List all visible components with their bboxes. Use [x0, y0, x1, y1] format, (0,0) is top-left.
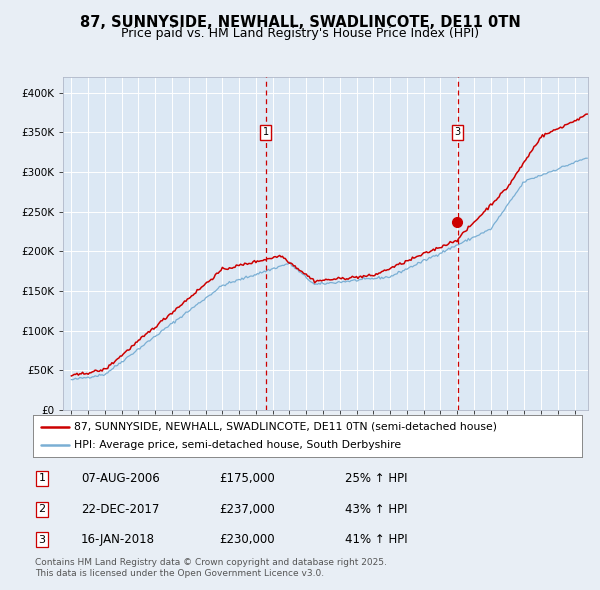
Text: £230,000: £230,000	[219, 533, 275, 546]
Text: 41% ↑ HPI: 41% ↑ HPI	[345, 533, 407, 546]
Text: £175,000: £175,000	[219, 472, 275, 485]
Text: 3: 3	[38, 535, 46, 545]
Text: 16-JAN-2018: 16-JAN-2018	[81, 533, 155, 546]
Text: 22-DEC-2017: 22-DEC-2017	[81, 503, 160, 516]
Text: 1: 1	[38, 474, 46, 483]
Text: 2: 2	[38, 504, 46, 514]
Text: 87, SUNNYSIDE, NEWHALL, SWADLINCOTE, DE11 0TN (semi-detached house): 87, SUNNYSIDE, NEWHALL, SWADLINCOTE, DE1…	[74, 422, 497, 432]
Text: 3: 3	[455, 127, 461, 137]
Text: 1: 1	[263, 127, 269, 137]
Text: HPI: Average price, semi-detached house, South Derbyshire: HPI: Average price, semi-detached house,…	[74, 440, 401, 450]
Text: 25% ↑ HPI: 25% ↑ HPI	[345, 472, 407, 485]
Text: Contains HM Land Registry data © Crown copyright and database right 2025.
This d: Contains HM Land Registry data © Crown c…	[35, 558, 386, 578]
Text: £237,000: £237,000	[219, 503, 275, 516]
Text: 87, SUNNYSIDE, NEWHALL, SWADLINCOTE, DE11 0TN: 87, SUNNYSIDE, NEWHALL, SWADLINCOTE, DE1…	[80, 15, 520, 30]
Text: 43% ↑ HPI: 43% ↑ HPI	[345, 503, 407, 516]
Text: Price paid vs. HM Land Registry's House Price Index (HPI): Price paid vs. HM Land Registry's House …	[121, 27, 479, 40]
Text: 07-AUG-2006: 07-AUG-2006	[81, 472, 160, 485]
